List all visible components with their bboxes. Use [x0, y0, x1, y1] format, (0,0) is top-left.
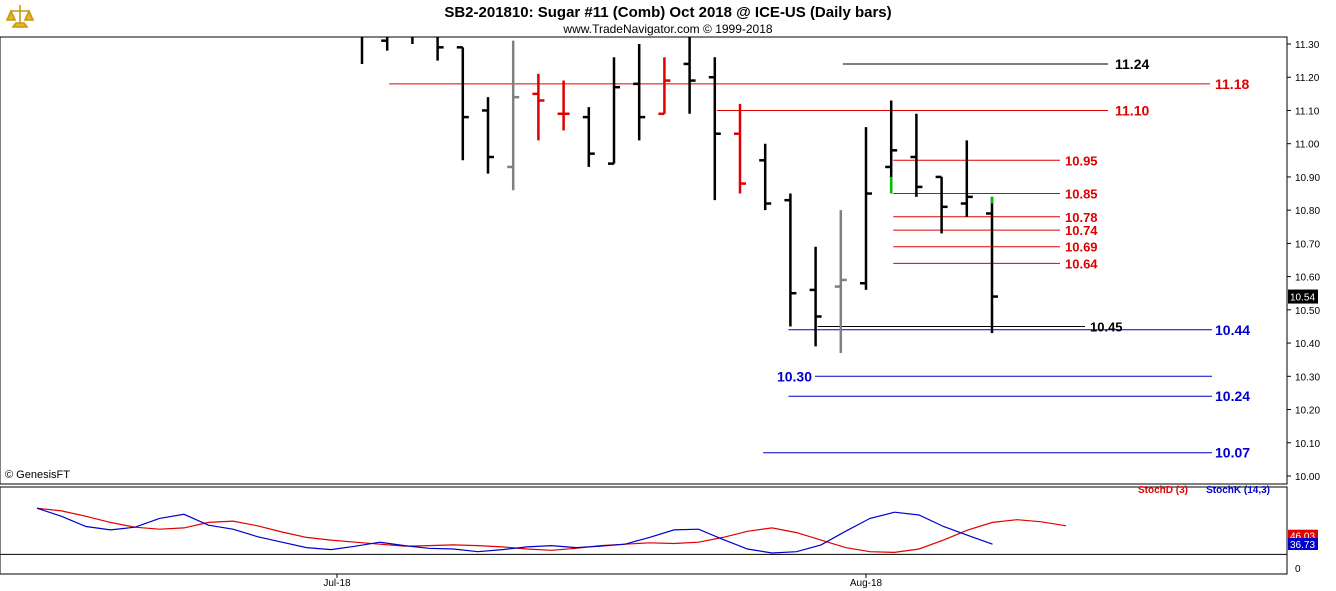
watermark: © GenesisFT — [5, 469, 70, 481]
price-axis-label: 10.60 — [1295, 273, 1320, 284]
level-label: 10.24 — [1215, 388, 1250, 404]
stochk-line — [36, 507, 993, 554]
chart-subtitle: www.TradeNavigator.com © 1999-2018 — [562, 22, 772, 36]
price-axis-label: 10.40 — [1295, 339, 1320, 350]
price-axis-label: 10.70 — [1295, 239, 1320, 250]
support-resistance-levels — [389, 63, 1212, 454]
trade-navigator-logo-icon — [5, 5, 35, 28]
stochastic-axis-label: 0 — [1295, 564, 1301, 575]
level-label: 10.95 — [1065, 153, 1098, 168]
price-axis-label: 11.10 — [1295, 106, 1320, 117]
level-label: 10.64 — [1065, 256, 1098, 271]
price-axis: 11.30 11.20 11.10 11.00 10.90 10.80 10.70 10.60… — [1287, 40, 1320, 483]
price-axis-label: 10.50 — [1295, 306, 1320, 317]
stochk-value-label: 36.73 — [1290, 540, 1315, 551]
ohlc-bars — [360, 37, 998, 354]
price-axis-label: 10.20 — [1295, 406, 1320, 417]
level-label: 11.24 — [1115, 56, 1149, 72]
level-label: 10.85 — [1065, 187, 1098, 202]
level-label: 10.07 — [1215, 445, 1250, 461]
last-price-label: 10.54 — [1290, 293, 1315, 304]
price-panel-frame — [0, 36, 1288, 485]
price-axis-label: 10.10 — [1295, 439, 1320, 450]
level-label: 10.78 — [1065, 210, 1098, 225]
level-label: 10.69 — [1065, 240, 1098, 255]
level-label: 11.10 — [1115, 102, 1149, 118]
last-price-badge — [1288, 289, 1318, 304]
price-axis-label: 11.00 — [1295, 140, 1320, 151]
level-label: 10.44 — [1215, 322, 1250, 338]
level-label: 10.30 — [777, 368, 812, 384]
price-axis-label: 11.30 — [1295, 40, 1320, 51]
date-axis-label: Aug-18 — [850, 578, 883, 589]
price-axis-label: 10.00 — [1295, 472, 1320, 483]
price-axis-label: 10.90 — [1295, 173, 1320, 184]
stochk-value-badge — [1288, 538, 1318, 551]
price-axis-label: 10.30 — [1295, 372, 1320, 383]
level-label: 11.18 — [1215, 76, 1249, 92]
date-axis: Jul-18 Aug-18 — [323, 574, 883, 589]
legend-stochd: StochD (3) — [1138, 485, 1188, 496]
stochd-line — [36, 507, 1067, 554]
price-axis-label: 10.80 — [1295, 206, 1320, 217]
level-label: 10.45 — [1090, 319, 1123, 334]
legend-stochk: StochK (14,3) — [1206, 485, 1270, 496]
stochd-value-label: 46.03 — [1290, 532, 1315, 543]
stochastic-lines — [36, 507, 1067, 554]
chart-title: SB2-201810: Sugar #11 (Comb) Oct 2018 @ … — [444, 4, 891, 21]
price-axis-label: 11.20 — [1295, 73, 1320, 84]
date-axis-label: Jul-18 — [323, 578, 351, 589]
indicator-panel-frame — [0, 486, 1288, 575]
level-label: 10.74 — [1065, 223, 1098, 238]
